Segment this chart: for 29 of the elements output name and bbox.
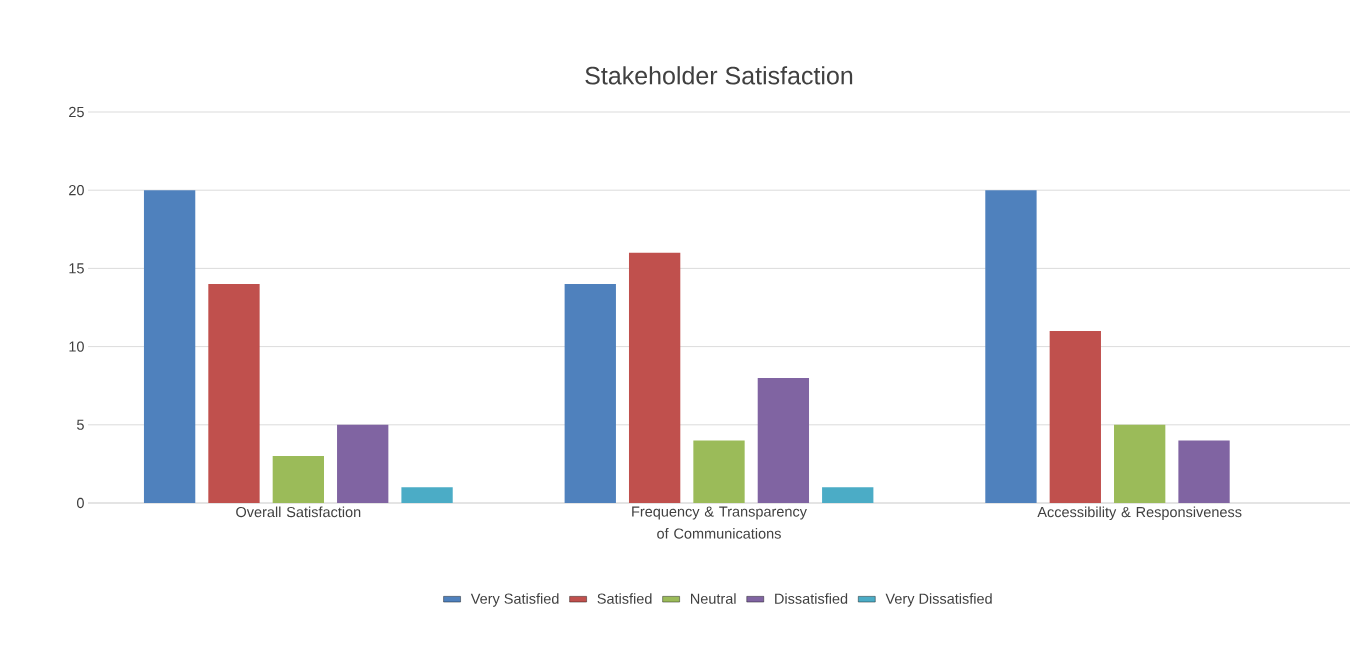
bar: [272, 456, 324, 503]
bar: [1114, 424, 1166, 503]
y-tick-label: 5: [77, 419, 84, 430]
y-tick-label: 20: [69, 185, 84, 196]
bar: [337, 424, 389, 503]
bar: [401, 487, 453, 503]
legend-label: Neutral: [691, 593, 736, 604]
x-tick-label: Overall Satisfaction: [236, 506, 361, 518]
bar: [757, 377, 810, 503]
bar: [1049, 330, 1101, 503]
x-tick-label: Frequency & Transparency of Communications: [632, 506, 807, 539]
bar: [564, 284, 616, 503]
y-tick-label: 10: [69, 341, 84, 352]
bar: [693, 440, 745, 503]
x-tick-label: Accessibility & Responsiveness: [1037, 506, 1242, 521]
bar: [822, 487, 874, 503]
legend-label: Satisfied: [597, 593, 652, 604]
bar: [985, 190, 1037, 503]
legend-label: Very Dissatisfied: [885, 593, 992, 607]
bar: [143, 190, 196, 503]
bar: [1178, 440, 1230, 503]
y-tick-label: 25: [69, 106, 84, 118]
legend-label: Very Satisfied: [470, 593, 559, 607]
y-tick-label: 15: [69, 263, 84, 274]
legend-label: Dissatisfied: [775, 593, 848, 604]
chart-title: Stakeholder Satisfaction: [585, 66, 853, 85]
y-tick-label: 0: [76, 497, 84, 509]
bar: [628, 252, 681, 503]
bar: [208, 284, 260, 503]
